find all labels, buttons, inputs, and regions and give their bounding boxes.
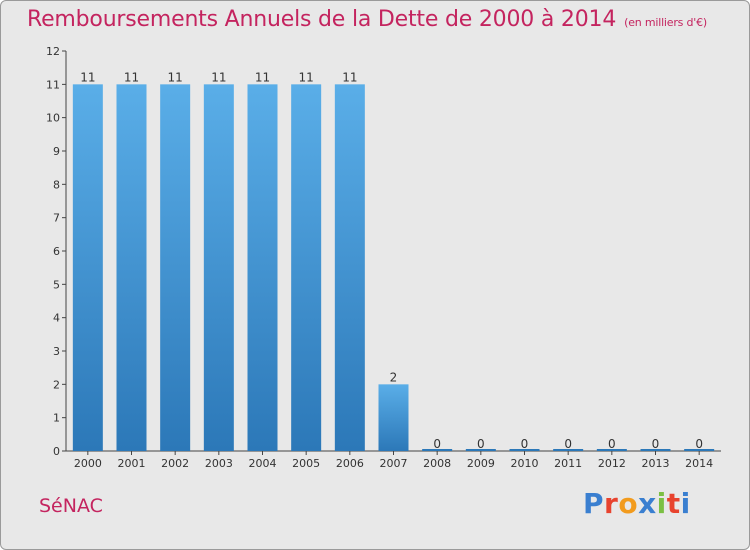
y-tick-label: 9 <box>53 145 60 158</box>
y-tick-label: 12 <box>46 45 60 58</box>
y-tick-label: 0 <box>53 445 60 458</box>
y-tick-label: 7 <box>53 212 60 225</box>
bar <box>160 84 191 451</box>
bar <box>378 384 409 451</box>
data-label: 0 <box>695 437 703 451</box>
bar <box>72 84 103 451</box>
x-tick-label: 2006 <box>336 457 364 470</box>
data-label: 11 <box>168 70 183 84</box>
logo-letter: o <box>618 487 639 520</box>
x-tick-label: 2007 <box>380 457 408 470</box>
chart-subtitle: (en milliers d'€) <box>624 16 708 29</box>
x-tick-label: 2003 <box>205 457 233 470</box>
commune-name: SéNAC <box>39 495 103 517</box>
bar <box>291 84 322 451</box>
x-tick-label: 2013 <box>642 457 670 470</box>
bar <box>247 84 278 451</box>
data-label: 11 <box>299 70 314 84</box>
data-label: 0 <box>521 437 529 451</box>
x-tick-label: 2012 <box>598 457 626 470</box>
data-label: 11 <box>80 70 95 84</box>
x-tick-label: 2014 <box>685 457 713 470</box>
chart-title-text: Remboursements Annuels de la Dette de 20… <box>27 7 617 32</box>
data-label: 11 <box>342 70 357 84</box>
x-tick-label: 2005 <box>292 457 320 470</box>
y-tick-label: 4 <box>53 312 60 325</box>
y-tick-label: 3 <box>53 345 60 358</box>
chart-title: Remboursements Annuels de la Dette de 20… <box>27 7 707 32</box>
data-label: 0 <box>433 437 441 451</box>
x-tick-label: 2001 <box>118 457 146 470</box>
y-tick-label: 8 <box>53 178 60 191</box>
logo-letter: i <box>656 487 667 520</box>
data-label: 11 <box>255 70 270 84</box>
data-label: 11 <box>211 70 226 84</box>
bar <box>116 84 147 451</box>
y-tick-label: 6 <box>53 245 60 258</box>
logo-letter: x <box>638 487 657 520</box>
data-label: 0 <box>652 437 660 451</box>
logo-letter: P <box>583 487 605 520</box>
x-tick-label: 2009 <box>467 457 495 470</box>
data-label: 11 <box>124 70 139 84</box>
data-label: 0 <box>608 437 616 451</box>
data-label: 2 <box>390 370 398 384</box>
x-tick-label: 2004 <box>249 457 277 470</box>
data-label: 0 <box>564 437 572 451</box>
data-label: 0 <box>477 437 485 451</box>
x-tick-label: 2000 <box>74 457 102 470</box>
x-tick-label: 2008 <box>423 457 451 470</box>
logo-letter: t <box>666 487 681 520</box>
y-tick-label: 2 <box>53 378 60 391</box>
x-tick-label: 2011 <box>554 457 582 470</box>
x-tick-label: 2002 <box>161 457 189 470</box>
logo-letter: i <box>680 487 691 520</box>
y-tick-label: 5 <box>53 278 60 291</box>
logo-letter: r <box>604 487 619 520</box>
y-tick-label: 1 <box>53 412 60 425</box>
proxiti-logo[interactable]: Proxiti <box>583 487 691 520</box>
y-tick-label: 11 <box>46 78 60 91</box>
bar <box>334 84 365 451</box>
x-tick-label: 2010 <box>511 457 539 470</box>
y-tick-label: 10 <box>46 112 60 125</box>
bar <box>203 84 234 451</box>
